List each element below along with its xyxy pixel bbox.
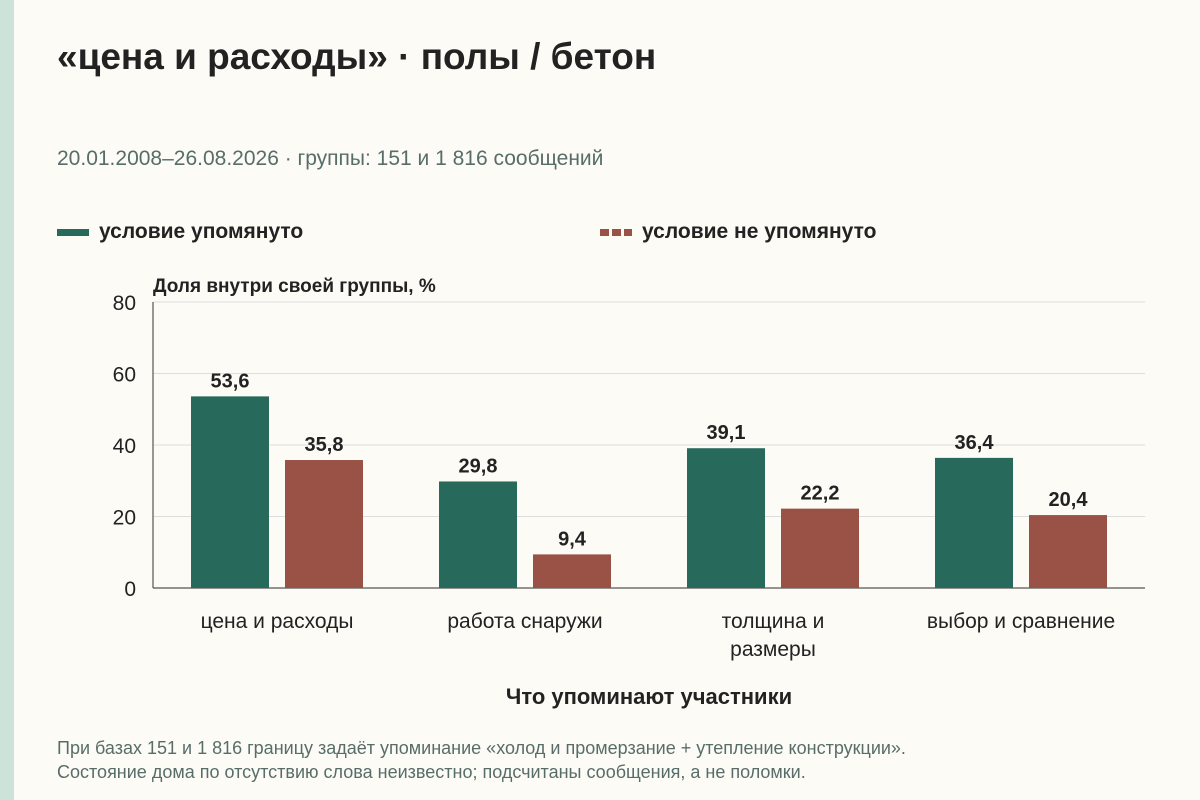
chart-subtitle: 20.01.2008–26.08.2026 · группы: 151 и 1 … [57, 147, 604, 170]
bar-mentioned [935, 457, 1013, 588]
x-tick-label: размеры [730, 638, 816, 661]
y-tick-label: 60 [113, 364, 136, 387]
bar-mentioned [687, 448, 765, 588]
x-tick-label: работа снаружи [447, 610, 602, 633]
legend-item-mentioned: условие упомянуто [57, 219, 303, 245]
left-accent-stripe [0, 0, 14, 800]
bar-value-label: 20,4 [1049, 489, 1089, 511]
bar-mentioned [439, 481, 517, 588]
x-tick-label: толщина и [722, 610, 825, 633]
y-tick-label: 0 [124, 578, 136, 601]
legend-swatch-dashed-icon [600, 228, 632, 236]
legend-label-not-mentioned: условие не упомянуто [642, 220, 877, 243]
legend-item-not-mentioned: условие не упомянуто [600, 219, 876, 245]
bar-value-label: 29,8 [459, 455, 498, 477]
legend-label-mentioned: условие упомянуто [99, 220, 304, 243]
bar-value-label: 9,4 [558, 528, 587, 550]
bar-mentioned [191, 396, 269, 588]
chart-title: «цена и расходы» · полы / бетон [57, 36, 657, 77]
x-tick-label: выбор и сравнение [927, 610, 1115, 633]
y-tick-label: 20 [113, 507, 136, 530]
bar-not-mentioned [1029, 515, 1107, 588]
bar-not-mentioned [781, 508, 859, 588]
bar-value-label: 22,2 [801, 483, 840, 505]
footnote-line-1: При базах 151 и 1 816 границу задаёт упо… [57, 738, 906, 758]
x-tick-label: цена и расходы [201, 610, 354, 633]
footnote-line-2: Состояние дома по отсутствию слова неизв… [57, 762, 806, 782]
bar-value-label: 36,4 [955, 432, 995, 454]
y-axis-title: Доля внутри своей группы, % [153, 276, 436, 297]
bar-value-label: 39,1 [707, 422, 746, 444]
bar-not-mentioned [533, 554, 611, 588]
x-axis-title: Что упоминают участники [505, 684, 793, 709]
bar-value-label: 35,8 [305, 434, 344, 456]
y-tick-label: 80 [113, 292, 136, 315]
bar-not-mentioned [285, 460, 363, 588]
bar-value-label: 53,6 [211, 370, 250, 392]
legend-swatch-solid-icon [57, 228, 89, 236]
y-tick-label: 40 [113, 435, 136, 458]
